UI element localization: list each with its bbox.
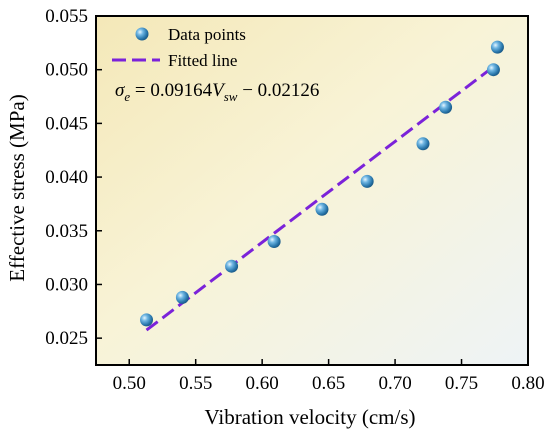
y-tick-label: 0.025 [45, 328, 88, 349]
data-points-layer [140, 40, 504, 327]
axis-ticks: 0.50 0.55 0.60 0.65 0.70 0.75 0.80 0.025 0.030 0.… [45, 6, 544, 394]
data-point [490, 40, 504, 54]
data-point [175, 290, 189, 304]
data-point [315, 202, 329, 216]
y-tick-label: 0.040 [45, 167, 88, 188]
legend: Data points Fitted line [112, 25, 246, 70]
y-axis-title: Effective stress (MPa) [5, 94, 29, 281]
legend-label-data-points: Data points [168, 25, 246, 44]
y-tick-label: 0.055 [45, 6, 88, 27]
y-tick-label: 0.030 [45, 274, 88, 295]
x-tick-label: 0.80 [511, 373, 544, 394]
x-tick-label: 0.55 [179, 373, 212, 394]
data-point [486, 63, 500, 77]
y-tick-label: 0.045 [45, 113, 88, 134]
legend-marker-data-points [135, 27, 149, 41]
fitted-line-layer [145, 65, 495, 332]
data-point [360, 174, 374, 188]
plot-background [96, 16, 528, 365]
y-tick-label: 0.050 [45, 60, 88, 81]
x-tick-label: 0.60 [246, 373, 279, 394]
data-point [439, 100, 453, 114]
x-tick-label: 0.75 [445, 373, 478, 394]
data-point [416, 137, 430, 151]
x-tick-label: 0.50 [113, 373, 146, 394]
plot-frame [95, 15, 529, 366]
fitted-line [145, 65, 495, 332]
fit-equation: σe = 0.09164Vsw − 0.02126 [115, 80, 319, 104]
legend-label-fitted-line: Fitted line [168, 51, 237, 70]
data-point [225, 259, 239, 273]
x-tick-label: 0.70 [378, 373, 411, 394]
data-point [267, 235, 281, 249]
x-tick-label: 0.65 [312, 373, 345, 394]
x-axis-title: Vibration velocity (cm/s) [204, 405, 415, 429]
data-point [140, 313, 154, 327]
y-tick-label: 0.035 [45, 221, 88, 242]
